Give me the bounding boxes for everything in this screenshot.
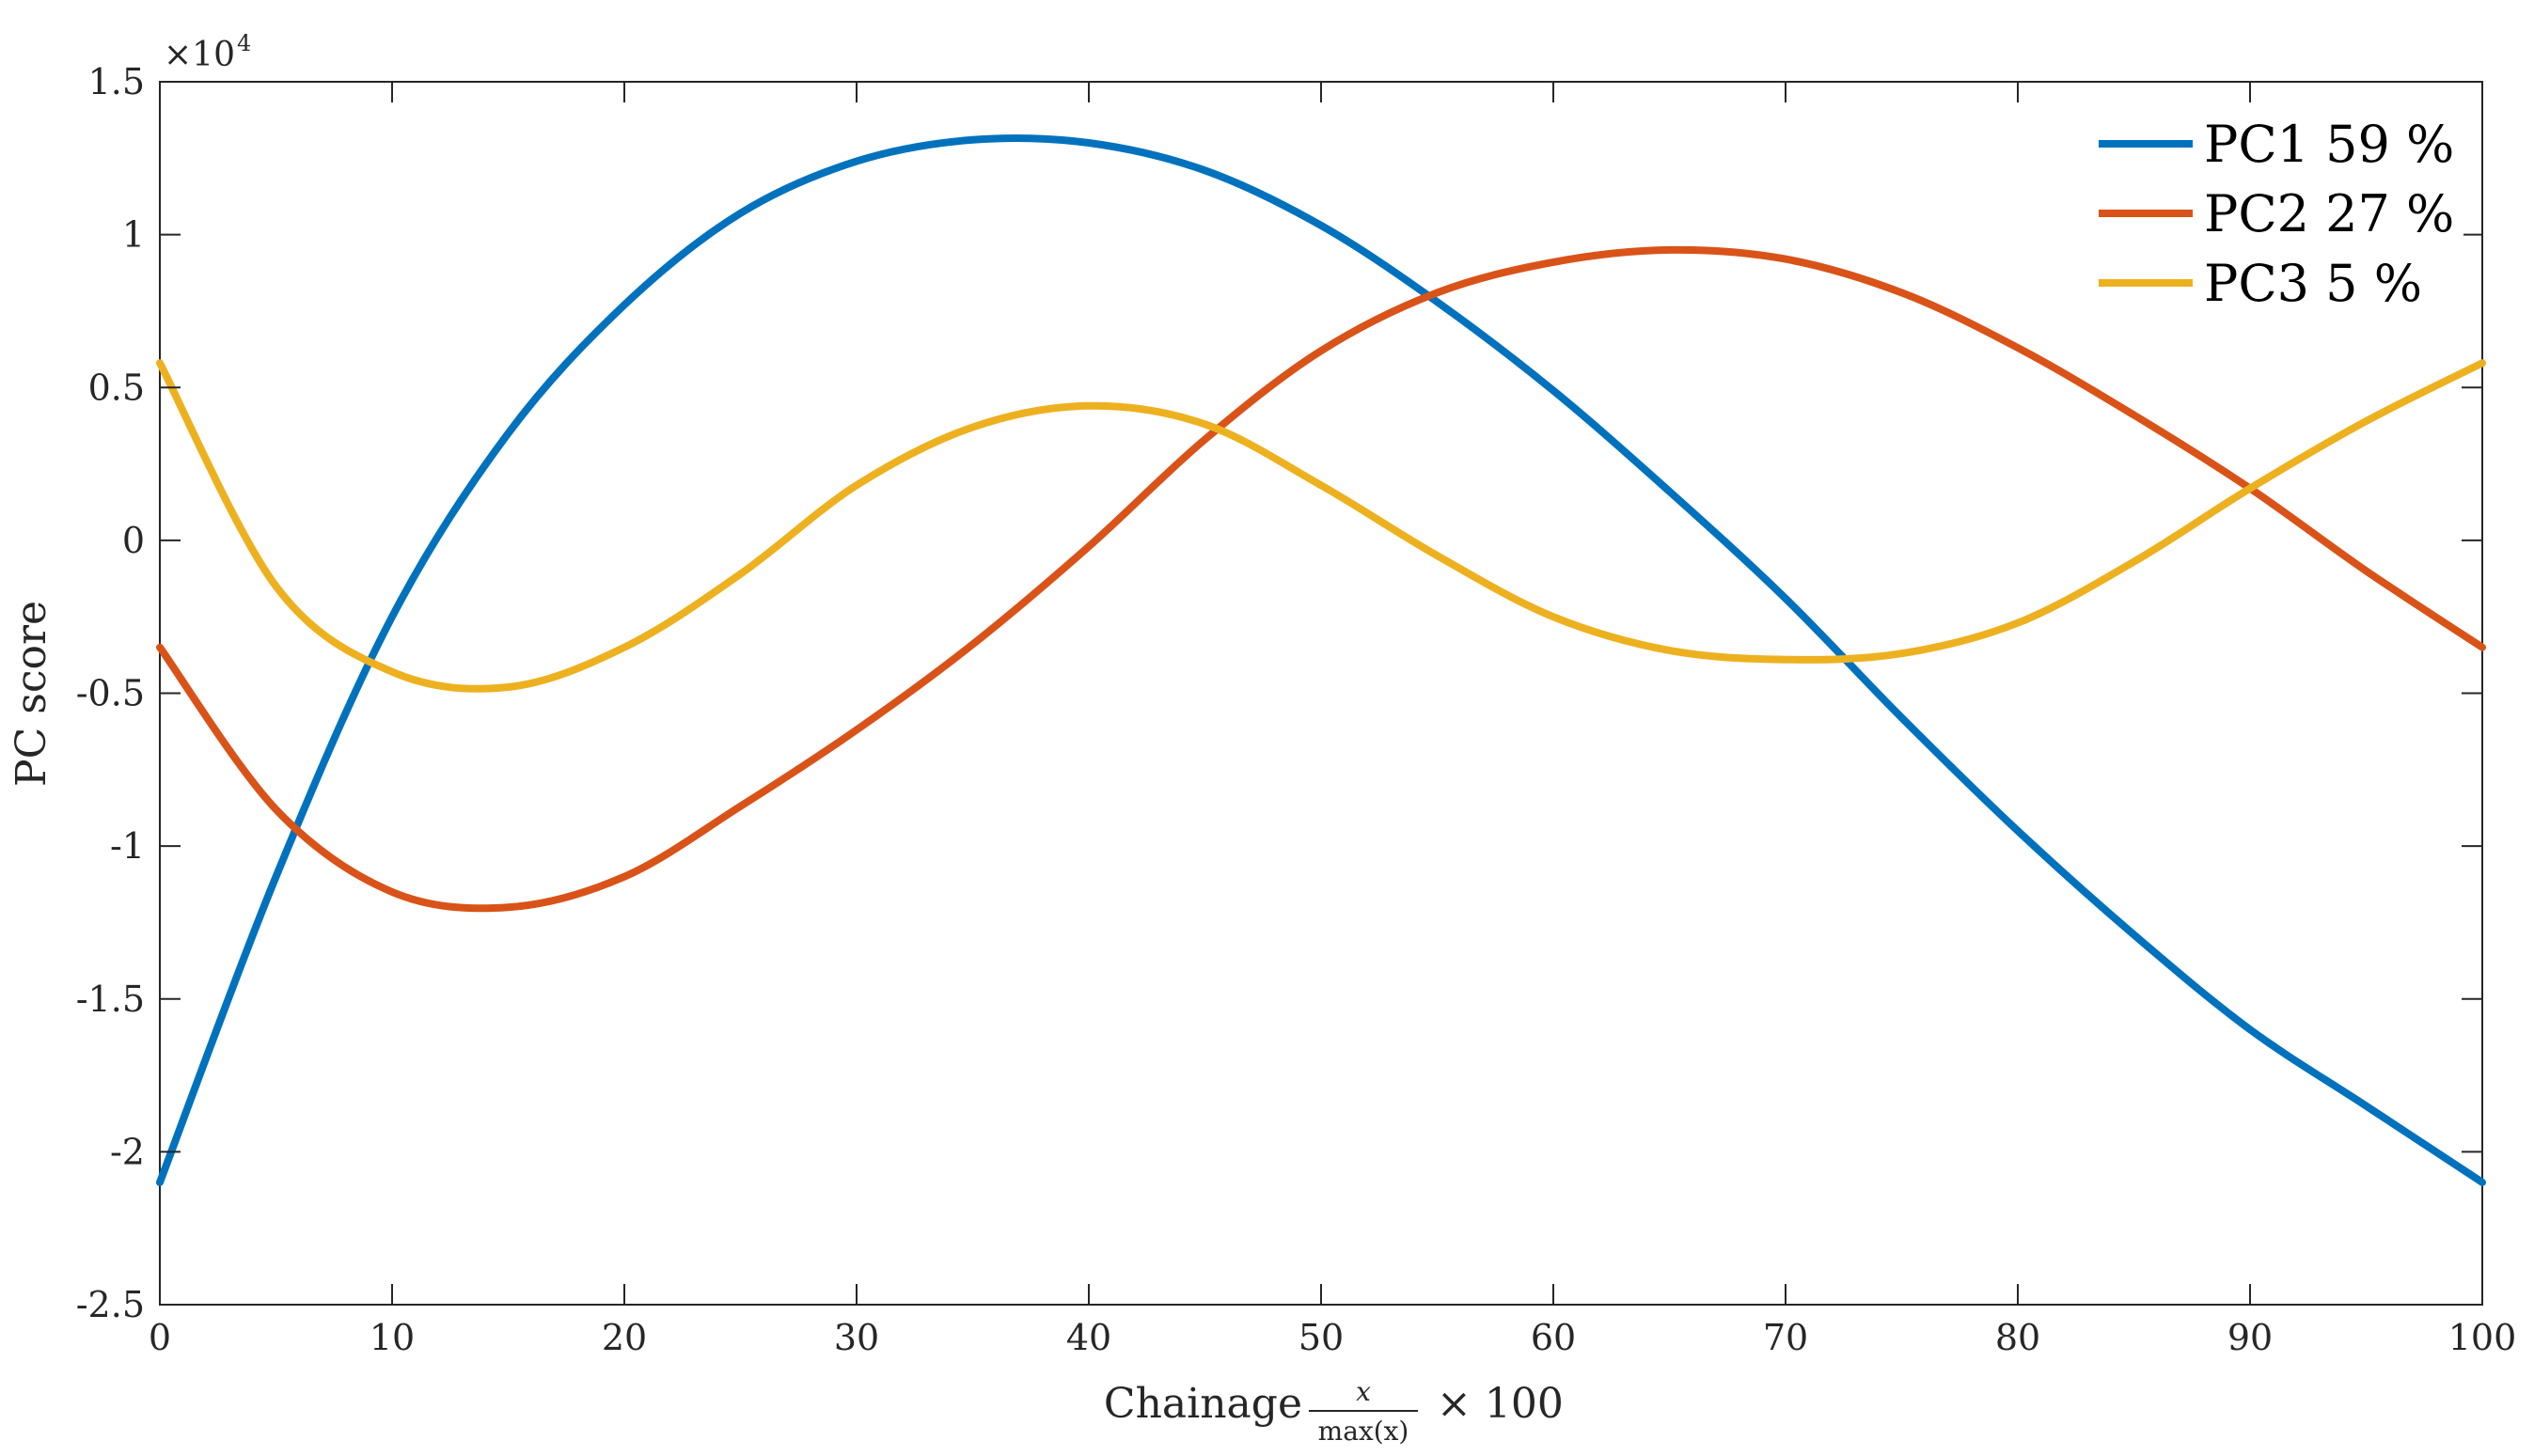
y-tick-label: -2 [110, 1131, 145, 1172]
series-line-pc3 [156, 359, 2486, 693]
y-tick-label: 1 [122, 214, 145, 256]
x-tick-label: 0 [149, 1317, 171, 1358]
y-axis-label: PC score [8, 601, 55, 787]
x-tick-label: 30 [834, 1317, 879, 1358]
series-line-pc1 [156, 133, 2486, 1186]
x-axis-ticks: 0 10 20 30 40 50 60 70 80 90 100 [149, 82, 2516, 1358]
y-tick-label: 0.5 [88, 367, 145, 408]
y-tick-label: -2.5 [76, 1284, 145, 1325]
x-axis-label-prefix: Chainage [1104, 1380, 1302, 1428]
legend: PC1 59 % PC2 27 % PC3 5 % [2087, 111, 2463, 327]
y-exponent-power: 4 [237, 30, 251, 56]
x-axis-label-frac-denominator: max(x) [1318, 1416, 1409, 1447]
y-tick-label: 0 [122, 520, 145, 561]
series-line-pc2 [156, 245, 2486, 913]
x-tick-label: 50 [1298, 1317, 1344, 1358]
x-axis-label-frac-numerator: x [1356, 1376, 1371, 1407]
y-exponent-label: ×10 4 [164, 30, 251, 74]
x-tick-label: 20 [602, 1317, 647, 1358]
x-axis-label: Chainage x max(x) × 100 [1104, 1376, 1564, 1447]
y-tick-label: 1.5 [88, 61, 145, 102]
legend-label-pc1: PC1 59 % [2204, 115, 2454, 174]
x-tick-label: 10 [370, 1317, 415, 1358]
y-axis-ticks: -2.5 -2 -1.5 -1 -0.5 0 0.5 1 1.5 [76, 61, 2482, 1325]
y-tick-label: -1 [110, 825, 145, 867]
y-exponent-base: ×10 [164, 36, 235, 74]
legend-label-pc2: PC2 27 % [2204, 184, 2454, 243]
x-tick-label: 60 [1531, 1317, 1576, 1358]
x-tick-label: 80 [1995, 1317, 2040, 1358]
legend-label-pc3: PC3 5 % [2204, 254, 2422, 313]
x-tick-label: 70 [1763, 1317, 1808, 1358]
x-tick-label: 40 [1066, 1317, 1111, 1358]
x-tick-label: 90 [2227, 1317, 2273, 1358]
y-tick-label: -0.5 [76, 673, 145, 714]
series-layer [156, 133, 2486, 1186]
x-axis-label-suffix: × 100 [1437, 1380, 1564, 1428]
y-tick-label: -1.5 [76, 978, 145, 1020]
x-tick-label: 100 [2448, 1317, 2517, 1358]
